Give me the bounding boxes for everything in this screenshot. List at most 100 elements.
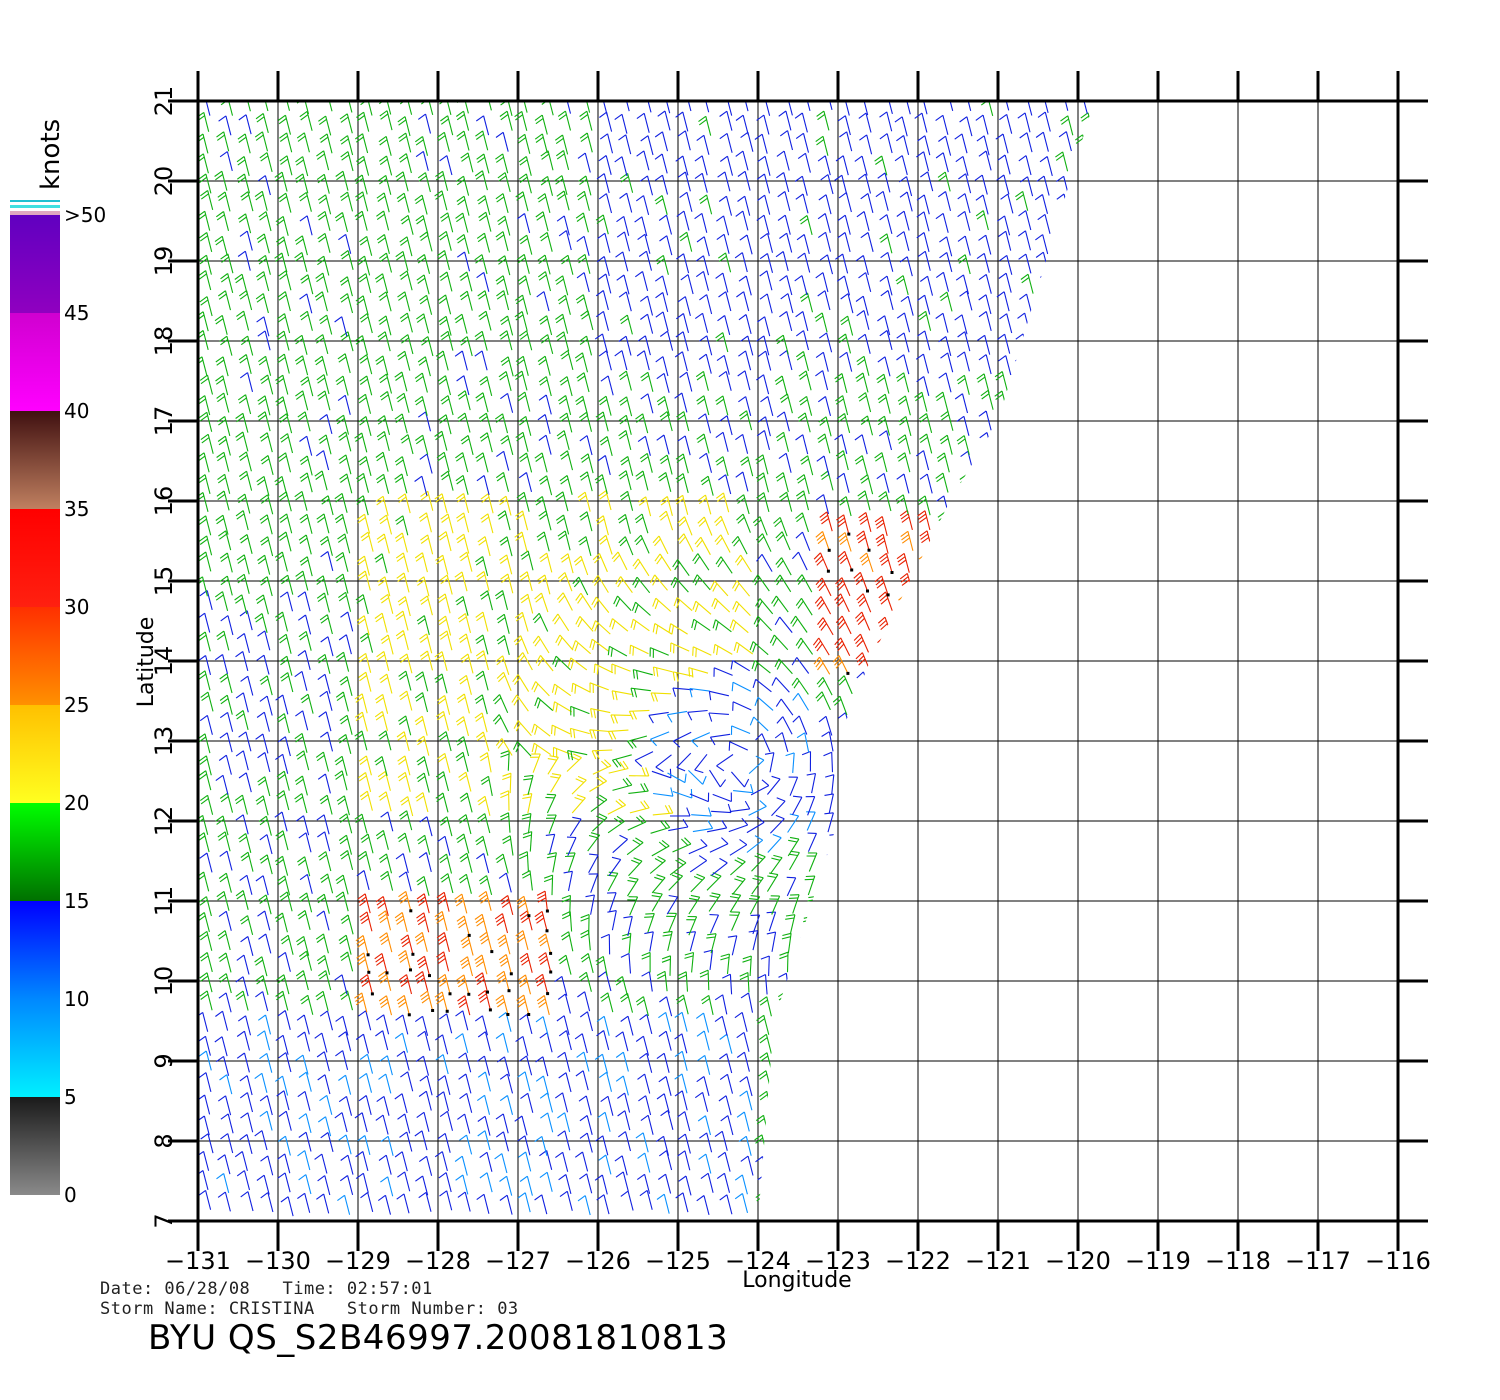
wind-barb <box>1038 475 1053 496</box>
wind-barb <box>240 1191 254 1212</box>
wind-barb <box>516 994 531 1016</box>
wind-barb <box>651 768 672 779</box>
wind-barb <box>807 832 818 852</box>
wind-barb <box>644 913 655 933</box>
wind-barb <box>994 371 1008 392</box>
wind-barb <box>874 1031 888 1052</box>
wind-barb <box>691 618 711 632</box>
wind-barb <box>788 894 800 914</box>
wind-barb <box>1098 814 1110 833</box>
wind-barb <box>738 350 752 371</box>
wind-barb <box>334 755 348 776</box>
wind-barb <box>1054 555 1068 576</box>
wind-barb <box>680 274 694 295</box>
wind-barb <box>614 156 628 177</box>
wind-barb <box>417 1030 431 1051</box>
wind-barb <box>340 250 354 270</box>
wind-barb <box>838 192 852 213</box>
wind-barb <box>298 1174 312 1195</box>
wind-barb <box>335 375 349 396</box>
wind-barb <box>597 1111 611 1132</box>
wind-barb <box>1101 197 1113 216</box>
wind-barb <box>839 1111 853 1132</box>
wind-barb <box>378 135 392 156</box>
wind-barb <box>334 212 349 233</box>
wind-barb <box>874 1151 888 1172</box>
wind-barb <box>217 930 231 951</box>
wind-barb <box>854 455 868 476</box>
wind-barb <box>677 296 691 317</box>
wind-barb <box>688 894 701 915</box>
wind-barb <box>239 915 254 936</box>
wind-barb <box>540 334 554 355</box>
wind-barb <box>1079 194 1093 215</box>
wind-barb <box>255 991 269 1012</box>
wind-barb <box>719 415 733 436</box>
wind-barb <box>534 910 549 933</box>
wind-barb <box>514 294 529 315</box>
wind-barb <box>814 312 828 333</box>
wind-barb <box>518 415 532 436</box>
wind-barb <box>178 415 190 434</box>
wind-barb <box>1018 1074 1032 1094</box>
wind-barb <box>1057 316 1071 337</box>
wind-barb <box>1096 296 1108 315</box>
wind-barb <box>675 1192 689 1213</box>
wind-barb <box>636 150 650 171</box>
wind-barb <box>1079 631 1093 652</box>
wind-barb <box>198 896 212 917</box>
wind-barb <box>775 334 789 355</box>
wind-barb <box>1077 833 1091 854</box>
wind-barb <box>996 492 1010 513</box>
wind-barb <box>914 695 928 716</box>
wind-barb <box>198 770 212 791</box>
wind-barb <box>555 1151 569 1172</box>
wind-barb <box>635 195 650 216</box>
wind-barb <box>354 992 368 1013</box>
wind-barb <box>857 490 871 511</box>
wind-barb <box>259 695 273 716</box>
wind-barb <box>939 892 954 913</box>
wind-barb <box>317 653 331 674</box>
wind-barb <box>398 153 412 174</box>
wind-barb <box>518 851 529 872</box>
wind-barb <box>399 690 413 711</box>
wind-barb <box>775 557 792 576</box>
wind-barb <box>357 893 371 914</box>
wind-barb <box>779 393 793 414</box>
wind-barb <box>1096 493 1108 512</box>
wind-barb <box>378 1073 392 1094</box>
wind-barb <box>614 976 629 997</box>
wind-barb <box>457 613 472 634</box>
wind-barb <box>977 593 991 614</box>
wind-barb <box>1034 1173 1048 1194</box>
wind-barb <box>834 637 851 657</box>
wind-barb <box>459 1134 473 1155</box>
wind-barb <box>915 353 930 374</box>
wind-barb <box>538 376 552 397</box>
wind-barb <box>618 134 632 155</box>
wind-barb <box>239 230 253 251</box>
wind-barb <box>334 1112 348 1133</box>
wind-barb <box>354 711 368 732</box>
wind-barb <box>456 736 470 757</box>
wind-barb <box>454 1155 468 1176</box>
wind-barb <box>297 1150 311 1171</box>
wind-barb <box>497 215 511 236</box>
wind-barb <box>199 296 213 317</box>
wind-barb <box>880 733 893 755</box>
wind-barb <box>315 751 330 772</box>
wind-barb <box>797 252 811 273</box>
wind-barb <box>376 431 390 452</box>
wind-barb <box>476 571 490 592</box>
wind-barb <box>234 794 248 815</box>
wind-barb <box>397 771 411 792</box>
wind-barb <box>398 101 413 115</box>
wind-barb <box>1034 1030 1048 1051</box>
wind-barb <box>1096 253 1108 272</box>
wind-barb <box>1020 1050 1034 1071</box>
wind-barb <box>499 1095 514 1115</box>
wind-barb <box>609 618 629 632</box>
wind-barb <box>235 651 249 672</box>
wind-barb <box>1075 293 1089 314</box>
